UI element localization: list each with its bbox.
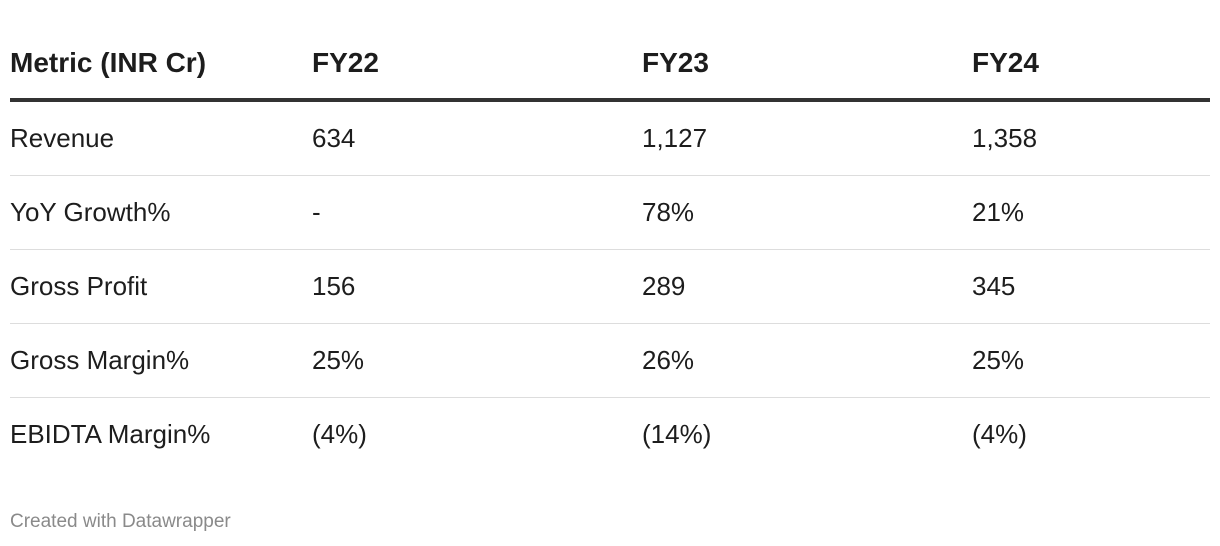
table-cell: 634 bbox=[312, 123, 356, 153]
table-cell: 156 bbox=[312, 271, 356, 301]
table-cell: 26% bbox=[642, 345, 695, 375]
row-divider bbox=[10, 397, 1210, 398]
table-cell: (4%) bbox=[972, 419, 1027, 449]
header-cell: FY24 bbox=[972, 47, 1039, 78]
header-rule bbox=[10, 98, 1210, 102]
row-label: Revenue bbox=[10, 123, 115, 153]
row-label: EBIDTA Margin% bbox=[10, 419, 211, 449]
table-cell: 1,127 bbox=[642, 123, 708, 153]
table-cell: 1,358 bbox=[972, 123, 1038, 153]
header-cell: FY23 bbox=[642, 47, 709, 78]
table-cell: (14%) bbox=[642, 419, 712, 449]
header-cell: Metric (INR Cr) bbox=[10, 47, 207, 78]
row-label: YoY Growth% bbox=[10, 197, 171, 227]
row-divider bbox=[10, 323, 1210, 324]
header-cell: FY22 bbox=[312, 47, 379, 78]
table-cell: 78% bbox=[642, 197, 695, 227]
row-divider bbox=[10, 249, 1210, 250]
row-label: Gross Profit bbox=[10, 271, 148, 301]
table-cell: 21% bbox=[972, 197, 1025, 227]
table-cell: 25% bbox=[312, 345, 365, 375]
table-cell: - bbox=[312, 197, 321, 227]
table-cell: 289 bbox=[642, 271, 686, 301]
table-cell: 345 bbox=[972, 271, 1016, 301]
table-cell: (4%) bbox=[312, 419, 367, 449]
footer: Created with Datawrapper bbox=[10, 511, 231, 532]
row-divider bbox=[10, 175, 1210, 176]
row-label: Gross Margin% bbox=[10, 345, 190, 375]
table-cell: 25% bbox=[972, 345, 1025, 375]
